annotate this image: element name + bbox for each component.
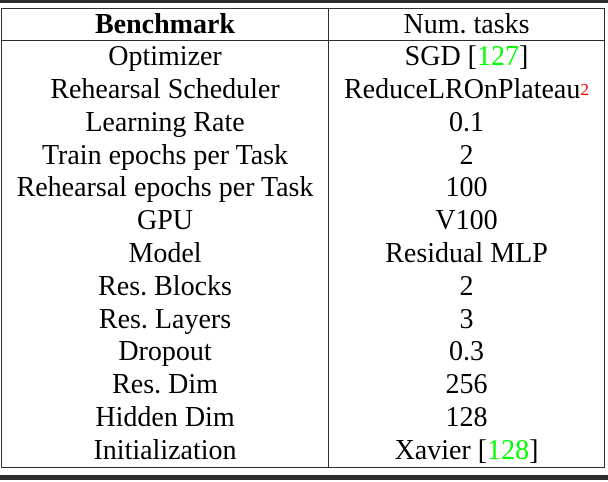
value-text: 0.1	[449, 106, 484, 138]
value-text: 128	[445, 401, 488, 433]
value-text: ]	[529, 434, 539, 466]
table-row: Train epochs per Task 2	[2, 139, 604, 173]
row-value: SGD [127]	[328, 41, 604, 74]
row-value: 100	[328, 172, 604, 205]
row-value: ReduceLROnPlateau 2	[328, 73, 604, 107]
value-text: Xavier [	[394, 434, 488, 466]
row-label: Model	[128, 237, 202, 269]
table-row: Hidden Dim 128	[2, 401, 604, 435]
value-text: SGD [	[404, 41, 477, 73]
table-row: Initialization Xavier [128]	[2, 434, 604, 467]
table-row: Res. Layers 3	[2, 303, 604, 336]
value-text: 100	[445, 172, 488, 204]
row-value: 0.3	[328, 335, 604, 369]
row-label: Hidden Dim	[95, 401, 235, 433]
table-row: Optimizer SGD [127]	[2, 41, 604, 74]
value-text: 2	[459, 270, 474, 302]
row-label: Res. Blocks	[98, 270, 232, 302]
row-value: Xavier [128]	[328, 434, 604, 467]
table-body: Optimizer SGD [127] Rehearsal Scheduler Red…	[2, 41, 604, 467]
row-value: 0.1	[328, 106, 604, 140]
row-value: V100	[328, 204, 604, 238]
column-header-benchmark: Benchmark	[95, 8, 235, 40]
row-label: Res. Layers	[98, 303, 232, 335]
bottom-thick-rule	[0, 475, 608, 480]
value-text: 256	[445, 369, 488, 401]
value-text: 0.3	[449, 336, 484, 368]
row-label: Learning Rate	[85, 106, 245, 138]
top-thick-rule	[0, 0, 608, 3]
row-label: Rehearsal epochs per Task	[16, 172, 314, 204]
row-label: Dropout	[118, 336, 212, 368]
value-text: Residual MLP	[385, 237, 548, 269]
table-row: Model Residual MLP	[2, 237, 604, 271]
table-row: Learning Rate 0.1	[2, 106, 604, 140]
table-row: Dropout 0.3	[2, 335, 604, 369]
value-text: ReduceLROnPlateau	[343, 74, 581, 106]
value-text: ]	[519, 41, 529, 73]
row-label: Res. Dim	[112, 369, 218, 401]
row-value: 3	[328, 303, 604, 336]
row-value: 128	[328, 401, 604, 435]
table-row: Res. Blocks 2	[2, 270, 604, 304]
row-value: 2	[328, 139, 604, 173]
table-header-row: Benchmark Num. tasks	[2, 9, 604, 41]
citation-link[interactable]: 128	[487, 434, 530, 466]
row-label: Rehearsal Scheduler	[50, 74, 280, 106]
table-row: Res. Dim 256	[2, 368, 604, 402]
row-label: Optimizer	[108, 41, 222, 73]
value-text: V100	[435, 205, 498, 237]
value-text: 3	[459, 303, 474, 335]
row-label: Train epochs per Task	[41, 139, 289, 171]
table-row: Rehearsal epochs per Task 100	[2, 172, 604, 205]
row-value: Residual MLP	[328, 237, 604, 271]
hyperparameters-table: Benchmark Num. tasks Optimizer SGD [127] R…	[1, 8, 605, 468]
row-label: GPU	[136, 205, 193, 237]
citation-link[interactable]: 127	[477, 41, 519, 73]
row-label: Initialization	[93, 434, 237, 466]
row-value: 2	[328, 270, 604, 304]
column-header-num-tasks: Num. tasks	[328, 9, 604, 40]
table-row: Rehearsal Scheduler ReduceLROnPlateau 2	[2, 73, 604, 107]
table-row: GPU V100	[2, 204, 604, 238]
row-value: 256	[328, 368, 604, 402]
value-text: 2	[459, 139, 474, 171]
